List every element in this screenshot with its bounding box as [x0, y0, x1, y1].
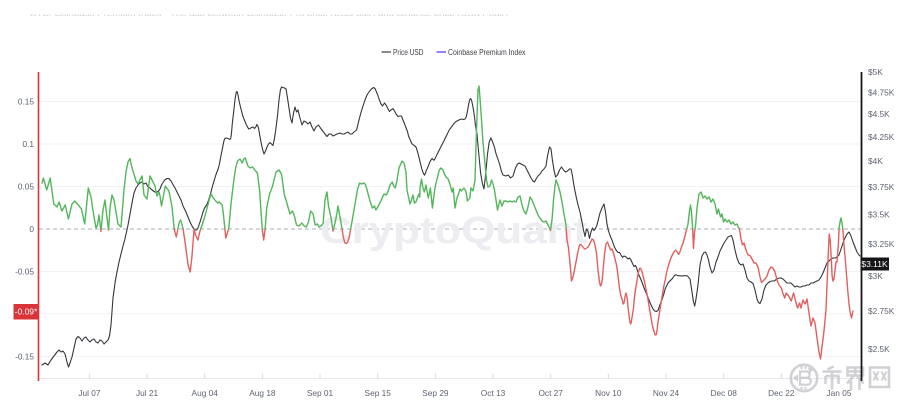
- svg-text:-0.05: -0.05: [15, 267, 34, 277]
- svg-text:BTC: Coinbase Premium Index -: BTC: Coinbase Premium Index - The gap be…: [30, 8, 508, 20]
- svg-text:Price USD: Price USD: [393, 48, 424, 57]
- svg-text:$2.75K: $2.75K: [868, 306, 895, 316]
- svg-text:0.05: 0.05: [18, 182, 35, 192]
- svg-text:Nov 10: Nov 10: [595, 388, 622, 398]
- svg-text:0.1: 0.1: [22, 139, 34, 149]
- svg-text:CryptoQuant: CryptoQuant: [320, 210, 588, 252]
- svg-text:$4K: $4K: [868, 156, 883, 166]
- svg-text:$5K: $5K: [868, 67, 883, 77]
- svg-text:$4.25K: $4.25K: [868, 132, 895, 142]
- svg-text:Coinbase Premium Index: Coinbase Premium Index: [448, 48, 526, 57]
- svg-text:Aug 18: Aug 18: [249, 388, 276, 398]
- svg-text:$3.11K: $3.11K: [861, 259, 888, 269]
- svg-text:Dec 22: Dec 22: [768, 388, 795, 398]
- svg-text:Jan 05: Jan 05: [827, 388, 852, 398]
- svg-text:Sep 15: Sep 15: [365, 388, 392, 398]
- svg-text:Oct 27: Oct 27: [538, 388, 563, 398]
- svg-text:Sep 01: Sep 01: [307, 388, 334, 398]
- svg-text:$4.5K: $4.5K: [868, 109, 890, 119]
- svg-text:$3K: $3K: [868, 271, 883, 281]
- svg-text:Nov 24: Nov 24: [653, 388, 680, 398]
- svg-text:Sep 29: Sep 29: [422, 388, 449, 398]
- svg-text:Jul 07: Jul 07: [78, 388, 101, 398]
- svg-text:Aug 04: Aug 04: [192, 388, 219, 398]
- svg-text:Oct 13: Oct 13: [481, 388, 506, 398]
- svg-text:0: 0: [29, 224, 34, 234]
- svg-text:$4.75K: $4.75K: [868, 88, 895, 98]
- svg-text:0.15: 0.15: [18, 97, 35, 107]
- svg-text:-0.15: -0.15: [15, 352, 34, 362]
- svg-text:$3.75K: $3.75K: [868, 182, 895, 192]
- svg-text:$3.25K: $3.25K: [868, 239, 895, 249]
- svg-text:Jul 21: Jul 21: [136, 388, 159, 398]
- svg-text:$3.5K: $3.5K: [868, 210, 890, 220]
- svg-text:-0.09*: -0.09*: [15, 307, 38, 317]
- svg-text:$2.5K: $2.5K: [868, 344, 890, 354]
- svg-text:Dec 08: Dec 08: [711, 388, 738, 398]
